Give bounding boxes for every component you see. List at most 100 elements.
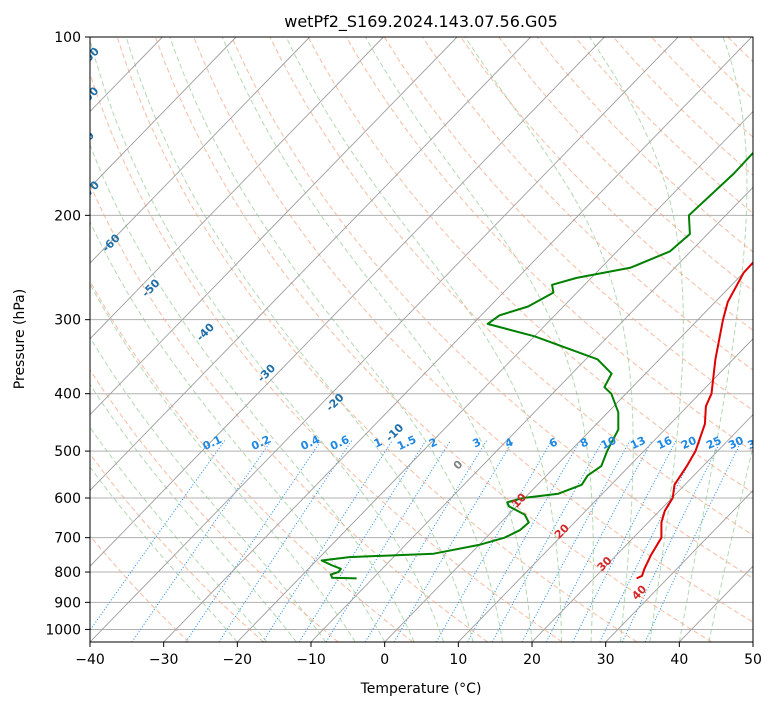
y-tick-label: 900 bbox=[54, 595, 81, 611]
isotherm-line bbox=[163, 37, 753, 642]
dry-adiabat-label: -80 bbox=[74, 129, 97, 152]
x-tick-label: 0 bbox=[380, 652, 389, 668]
isotherm-line bbox=[90, 37, 311, 264]
x-axis-title: Temperature (°C) bbox=[360, 681, 482, 697]
dry-adiabat-line bbox=[154, 37, 712, 642]
mixing-ratio-line bbox=[545, 440, 653, 642]
plot-area: -100-90-80-70-60-50-40-30-20-10010203040… bbox=[74, 37, 766, 642]
mixing-ratio-label: 10 bbox=[599, 434, 619, 452]
isotherm-line bbox=[90, 37, 458, 416]
y-axis-ticks: 100 200 300 400 500 600 700 800 900 1000 bbox=[45, 30, 90, 638]
x-tick-label: 20 bbox=[523, 652, 541, 668]
moist-adiabat-line bbox=[125, 37, 474, 642]
isotherm-line bbox=[90, 37, 237, 188]
isotherm-line bbox=[90, 37, 679, 642]
isotherm-line bbox=[90, 37, 532, 492]
isotherm-line bbox=[236, 110, 753, 642]
mixing-ratio-line bbox=[467, 440, 581, 642]
mixing-ratio-label: 30 bbox=[726, 434, 746, 452]
mixing-ratio-line bbox=[572, 440, 677, 642]
moist-adiabat-line bbox=[90, 466, 238, 642]
moist-adiabat-line bbox=[90, 336, 327, 642]
moist-adiabat-line bbox=[221, 37, 533, 642]
dry-adiabat-line bbox=[193, 37, 753, 623]
mixing-ratio-line bbox=[435, 440, 553, 642]
moist-adiabat-line bbox=[589, 37, 684, 642]
moist-adiabat-line bbox=[364, 37, 594, 642]
y-tick-label: 600 bbox=[54, 491, 81, 507]
isotherm-line bbox=[384, 262, 753, 642]
mixing-ratio-label: 13 bbox=[628, 434, 647, 452]
dry-adiabats bbox=[90, 37, 753, 642]
moist-adiabat-line bbox=[285, 37, 562, 642]
dry-adiabat-line bbox=[307, 37, 753, 494]
dry-adiabat-line bbox=[90, 71, 563, 642]
dry-adiabat-line bbox=[422, 37, 753, 371]
x-tick-label: 40 bbox=[670, 652, 688, 668]
isotherm-line bbox=[531, 414, 753, 642]
moist-adiabat-line bbox=[90, 383, 297, 642]
y-tick-label: 800 bbox=[54, 565, 81, 581]
sounding-traces bbox=[320, 151, 753, 580]
dry-adiabat-line bbox=[90, 368, 339, 642]
temperature-trace bbox=[636, 261, 753, 580]
mixing-ratio-line bbox=[262, 440, 393, 642]
dry-adiabat-line bbox=[90, 279, 414, 642]
y-tick-label: 200 bbox=[54, 208, 81, 224]
mixing-ratio-line bbox=[185, 440, 322, 642]
isotherm-line bbox=[90, 37, 384, 340]
moist-adiabat-line bbox=[464, 37, 634, 642]
dry-adiabat-line bbox=[383, 37, 753, 412]
chart-title: wetPf2_S169.2024.143.07.56.G05 bbox=[284, 12, 558, 32]
dry-adiabat-line bbox=[269, 37, 753, 536]
mixing-ratio-label: 25 bbox=[704, 434, 723, 452]
x-tick-label: 10 bbox=[449, 652, 467, 668]
x-tick-label: −20 bbox=[223, 652, 253, 668]
mixing-ratio-line bbox=[521, 440, 631, 642]
isotherm-line bbox=[90, 37, 605, 567]
moist-adiabat-line bbox=[678, 37, 748, 642]
x-tick-label: 50 bbox=[744, 652, 762, 668]
dry-adiabat-label: -90 bbox=[78, 84, 101, 107]
x-tick-label: −40 bbox=[75, 652, 105, 668]
mixing-ratio-line bbox=[364, 440, 488, 642]
mixing-ratio-label: 36 bbox=[746, 434, 766, 452]
y-tick-label: 700 bbox=[54, 531, 81, 547]
mixing-ratio-label: 16 bbox=[655, 434, 675, 452]
y-tick-label: 300 bbox=[54, 313, 81, 329]
dry-adiabat-line bbox=[498, 37, 753, 292]
moist-adiabat-line bbox=[169, 37, 503, 642]
y-tick-label: 500 bbox=[54, 444, 81, 460]
mixing-ratio-line bbox=[90, 440, 226, 632]
dry-adiabat-line bbox=[90, 535, 190, 642]
x-tick-label: −30 bbox=[149, 652, 179, 668]
isotherm-line bbox=[457, 338, 753, 642]
x-axis-ticks: −40 −30 −20 −10 0 10 20 30 40 50 bbox=[75, 642, 762, 668]
dry-adiabat-line bbox=[116, 37, 638, 642]
moist-adiabat-line bbox=[90, 38, 445, 642]
y-tick-label: 1000 bbox=[45, 622, 81, 638]
y-tick-label: 100 bbox=[54, 30, 81, 46]
dry-adiabat-line bbox=[90, 183, 488, 642]
mixing-ratio-line bbox=[491, 440, 604, 642]
isotherm-line bbox=[605, 489, 753, 642]
x-tick-label: −10 bbox=[296, 652, 326, 668]
dry-adiabat-line bbox=[231, 37, 753, 579]
y-axis-title: Pressure (hPa) bbox=[12, 289, 28, 389]
x-tick-label: 30 bbox=[597, 652, 615, 668]
plot-frame bbox=[89, 36, 754, 643]
dewpoint-trace bbox=[320, 151, 753, 580]
isotherm-lines bbox=[90, 37, 753, 642]
mixing-ratio-label: 20 bbox=[679, 434, 699, 452]
moist-adiabat-line bbox=[90, 426, 268, 642]
isotherm-line bbox=[310, 186, 753, 642]
mixing-ratio-line bbox=[644, 440, 743, 642]
mixing-ratio-lines bbox=[90, 440, 743, 642]
moist-adiabat-line bbox=[90, 220, 386, 642]
y-tick-label: 400 bbox=[54, 387, 81, 403]
moist-adiabat-line bbox=[90, 283, 356, 642]
pressure-gridlines bbox=[90, 37, 753, 630]
mixing-ratio-line bbox=[599, 440, 702, 642]
